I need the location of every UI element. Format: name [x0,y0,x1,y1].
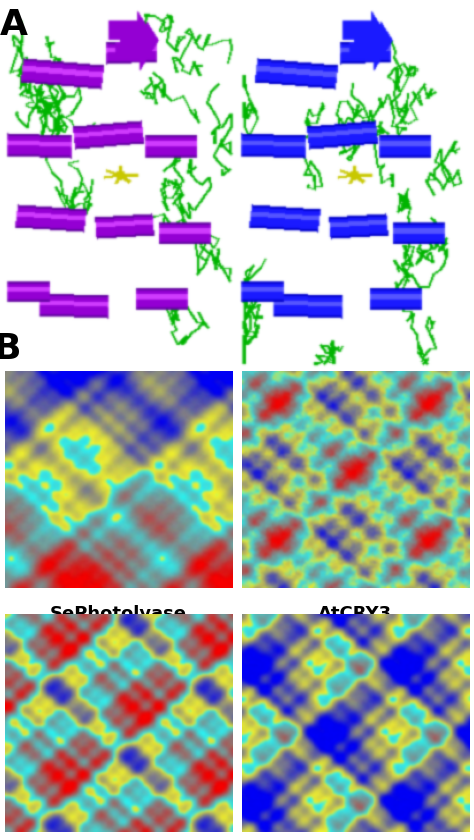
Text: AtCRY1-PHR: AtCRY1-PHR [292,389,416,407]
Text: SePhotolyase: SePhotolyase [51,389,188,407]
Text: SePhotolyase: SePhotolyase [50,606,187,623]
Text: AtCRY3: AtCRY3 [319,606,392,623]
Text: A: A [0,8,28,42]
Text: B: B [0,333,21,366]
